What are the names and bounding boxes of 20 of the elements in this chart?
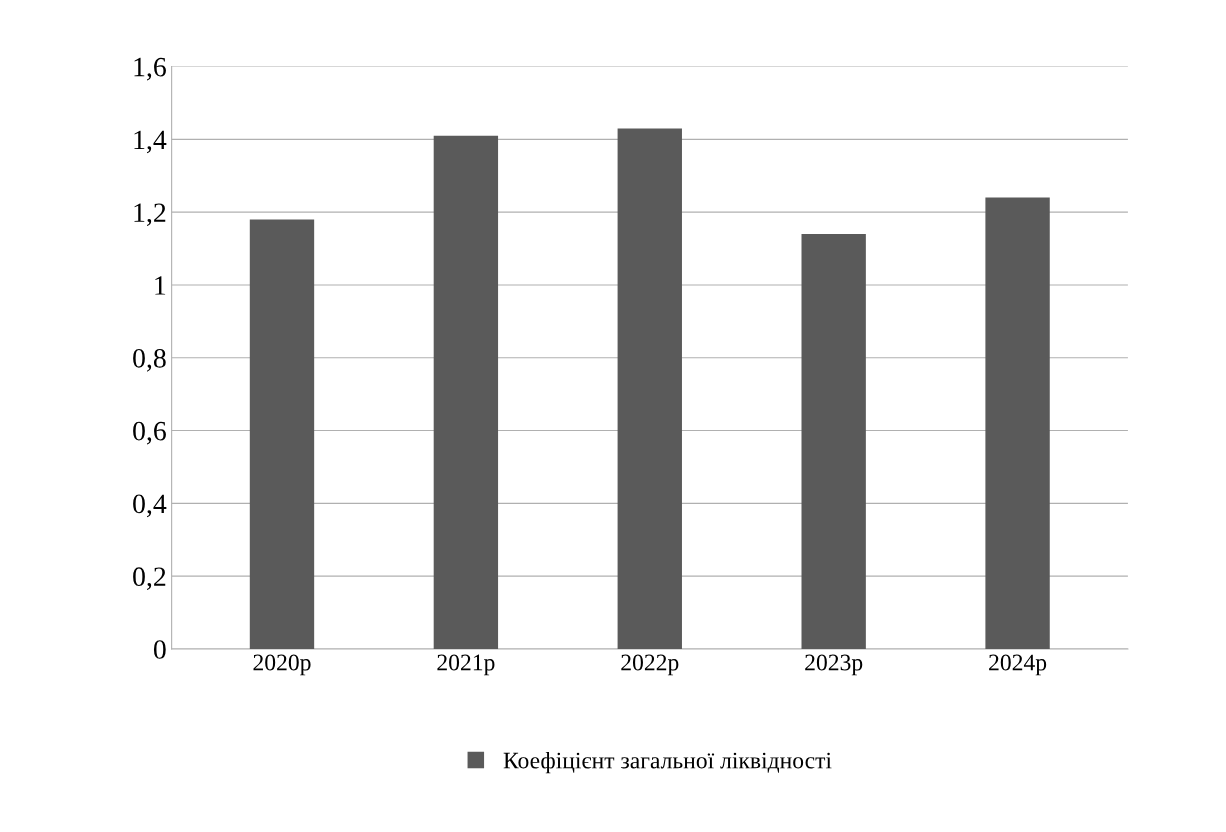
x-tick-label: 2021р [437, 654, 495, 676]
y-tick-label: 0,8 [133, 348, 166, 372]
x-tick-label: 2024р [989, 654, 1047, 676]
bar [985, 197, 1050, 649]
bar [249, 219, 315, 649]
x-tick-label: 2023р [805, 654, 863, 676]
y-tick-label: 1,2 [134, 203, 166, 227]
y-tick-label: 0,2 [133, 567, 166, 591]
bar [801, 234, 866, 649]
bar [617, 128, 682, 649]
y-tick-label: 1 [155, 276, 166, 295]
y-tick-label: 0 [153, 640, 166, 659]
x-tick-label: 2022р [621, 654, 679, 676]
legend-label: Коефіцієнт загальної ліквідності [503, 751, 832, 774]
bar [433, 135, 499, 649]
y-tick-label: 0,6 [133, 421, 166, 445]
x-tick-label: 2020р [253, 654, 311, 676]
y-tick-label: 1,4 [134, 130, 167, 154]
y-tick-label: 0,4 [133, 494, 167, 518]
y-tick-label: 1,6 [134, 57, 166, 81]
